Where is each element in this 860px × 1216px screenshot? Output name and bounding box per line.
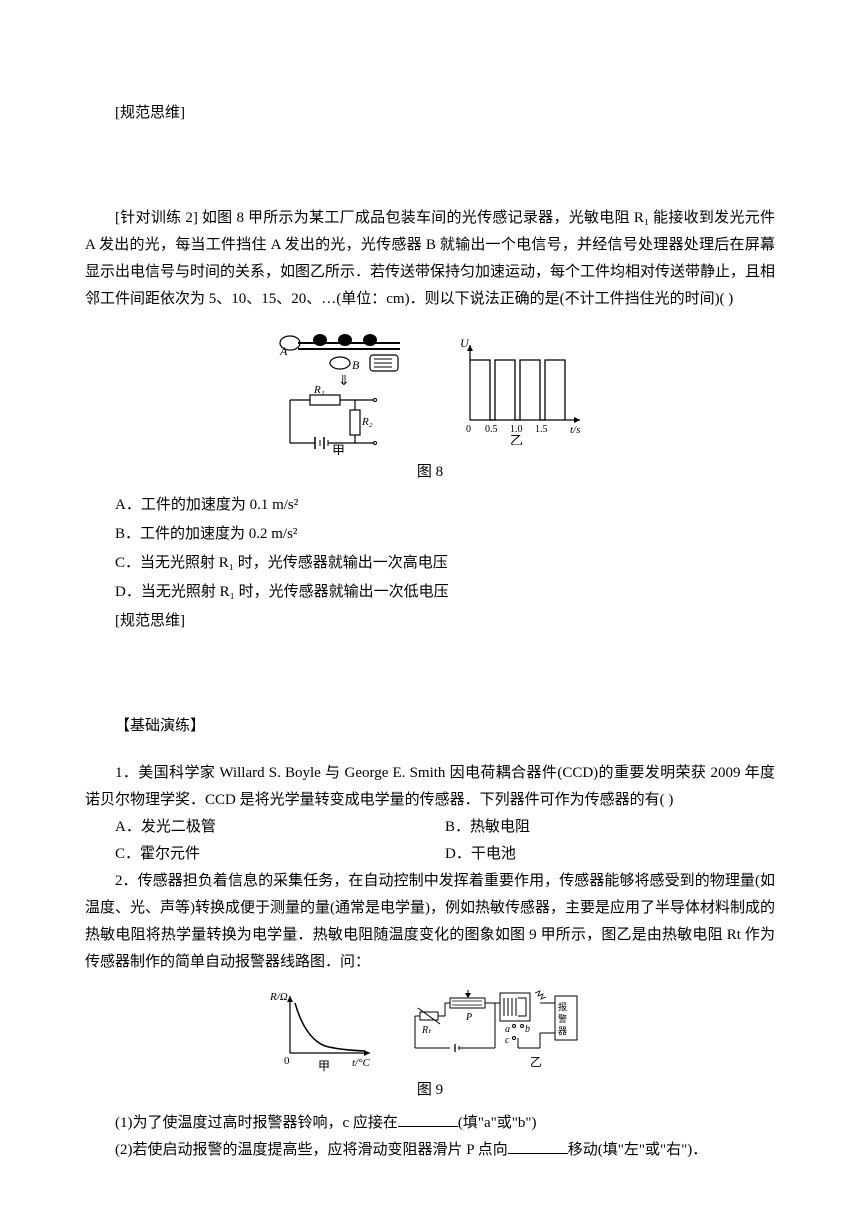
option-c: C．当无光照射 R₁ 时，光传感器就输出一次高电压 bbox=[115, 550, 775, 577]
figure-8-graph: U t/s 0 0.5 1.0 1.5 乙 bbox=[450, 335, 590, 445]
option-d: D．当无光照射 R₁ 时，光传感器就输出一次低电压 bbox=[115, 579, 775, 606]
basic-practice-header: 【基础演练】 bbox=[85, 713, 775, 740]
figure-9-circuit: Rₜ P 报 警 器 a b c bbox=[410, 988, 590, 1073]
svg-text:U: U bbox=[460, 336, 470, 350]
svg-text:0: 0 bbox=[284, 1055, 290, 1067]
svg-text:R₁: R₁ bbox=[313, 384, 325, 396]
problem2-options: A．工件的加速度为 0.1 m/s² B．工件的加速度为 0.2 m/s² C．… bbox=[85, 492, 775, 606]
svg-text:⇓: ⇓ bbox=[338, 374, 350, 389]
svg-text:Rₜ: Rₜ bbox=[421, 1025, 432, 1036]
figure-9-caption: 图 9 bbox=[85, 1077, 775, 1104]
figure-8: A B ⇓ R₁ R₂ 甲 U t/s bbox=[85, 325, 775, 455]
q2-sub2-pre: (2)若使启动报警的温度提高些，应将滑动变阻器滑片 P 点向 bbox=[115, 1142, 508, 1158]
svg-text:1.5: 1.5 bbox=[535, 424, 548, 435]
svg-text:b: b bbox=[525, 1024, 530, 1035]
q2-sub1: (1)为了使温度过高时报警器铃响，c 应接在 (填"a"或"b") bbox=[85, 1110, 775, 1137]
q1-option-d: D．干电池 bbox=[445, 841, 775, 868]
q2-sub1-pre: (1)为了使温度过高时报警器铃响，c 应接在 bbox=[115, 1115, 398, 1131]
svg-text:t/°C: t/°C bbox=[352, 1057, 371, 1069]
svg-text:甲: 甲 bbox=[318, 1059, 330, 1073]
q2-text: 2．传感器担负着信息的采集任务，在自动控制中发挥着重要作用，传感器能够将感受到的… bbox=[85, 868, 775, 976]
q2-sub2: (2)若使启动报警的温度提高些，应将滑动变阻器滑片 P 点向 移动(填"左"或"右… bbox=[85, 1137, 775, 1164]
figure-8-caption: 图 8 bbox=[85, 459, 775, 486]
problem2-footer: [规范思维] bbox=[85, 608, 775, 635]
svg-text:R/Ω: R/Ω bbox=[270, 991, 288, 1003]
figure-9-graph: R/Ω t/°C 0 甲 bbox=[270, 988, 380, 1073]
problem2-text: [针对训练 2] 如图 8 甲所示为某工厂成品包装车间的光传感记录器，光敏电阻 … bbox=[85, 205, 775, 313]
svg-text:甲: 甲 bbox=[332, 443, 345, 455]
svg-text:R₂: R₂ bbox=[361, 416, 373, 428]
svg-text:A: A bbox=[279, 344, 288, 358]
q1-option-b: B．热敏电阻 bbox=[445, 814, 775, 841]
blank-1 bbox=[398, 1112, 458, 1127]
q1-option-a: A．发光二极管 bbox=[115, 814, 445, 841]
svg-text:B: B bbox=[352, 358, 360, 372]
option-b: B．工件的加速度为 0.2 m/s² bbox=[115, 521, 775, 548]
q1-option-c: C．霍尔元件 bbox=[115, 841, 445, 868]
svg-text:器: 器 bbox=[558, 1026, 567, 1036]
svg-text:乙: 乙 bbox=[510, 433, 523, 445]
q2-sub2-post: 移动(填"左"或"右")． bbox=[568, 1142, 707, 1158]
svg-text:报: 报 bbox=[558, 1001, 567, 1012]
figure-8-circuit: A B ⇓ R₁ R₂ 甲 bbox=[270, 325, 420, 455]
q2-sub1-post: (填"a"或"b") bbox=[458, 1115, 537, 1131]
svg-text:a: a bbox=[505, 1024, 510, 1035]
option-a: A．工件的加速度为 0.1 m/s² bbox=[115, 492, 775, 519]
q1-options-row1: A．发光二极管 B．热敏电阻 bbox=[85, 814, 775, 841]
svg-text:P: P bbox=[465, 1012, 472, 1023]
svg-text:c: c bbox=[505, 1035, 510, 1046]
q1-options-row2: C．霍尔元件 D．干电池 bbox=[85, 841, 775, 868]
svg-text:乙: 乙 bbox=[530, 1055, 542, 1069]
svg-text:0: 0 bbox=[466, 424, 471, 435]
figure-9: R/Ω t/°C 0 甲 Rₜ P 报 警 器 a b c bbox=[85, 988, 775, 1073]
section-header-1: [规范思维] bbox=[85, 100, 775, 127]
q1-text: 1．美国科学家 Willard S. Boyle 与 George E. Smi… bbox=[85, 760, 775, 814]
svg-text:警: 警 bbox=[558, 1013, 567, 1024]
svg-text:0.5: 0.5 bbox=[485, 424, 498, 435]
svg-text:t/s: t/s bbox=[570, 424, 580, 436]
blank-2 bbox=[508, 1139, 568, 1154]
